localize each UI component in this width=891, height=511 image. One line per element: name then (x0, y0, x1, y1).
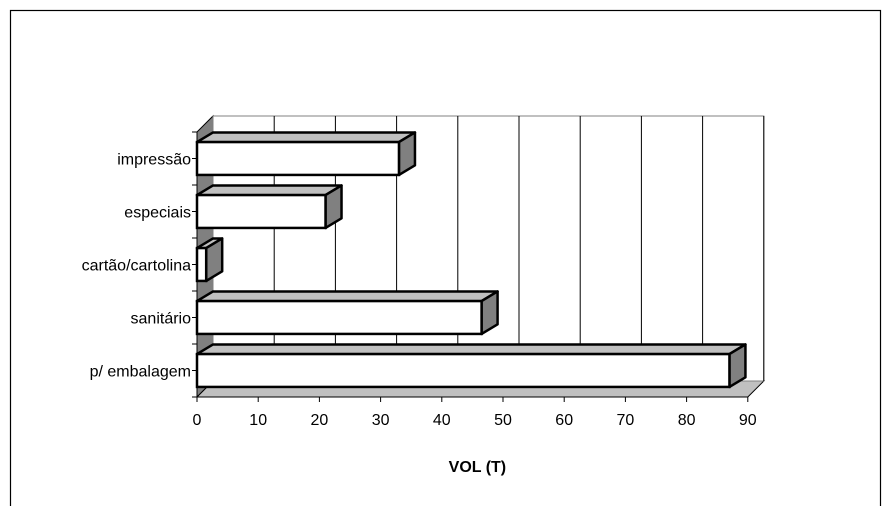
y-tick-label: especiais (124, 205, 191, 222)
x-tick-label: 30 (372, 412, 390, 429)
y-tick-label: cartão/cartolina (82, 258, 191, 275)
x-tick-label: 80 (678, 412, 696, 429)
x-tick-label: 90 (739, 412, 757, 429)
x-axis-title: VOL (T) (449, 459, 506, 476)
x-tick-label: 60 (555, 412, 573, 429)
x-tick-label: 40 (433, 412, 451, 429)
x-tick-label: 0 (193, 412, 202, 429)
bar (195, 352, 731, 389)
y-tick-label: impressão (117, 152, 191, 169)
bar (195, 140, 401, 177)
y-tick-label: p/ embalagem (90, 364, 191, 381)
bar-top (195, 184, 343, 197)
y-tick-label: sanitário (131, 311, 192, 328)
bar-top (195, 290, 499, 303)
bar (195, 246, 208, 283)
bar (195, 193, 327, 230)
bar-top (195, 131, 417, 144)
bar-top (195, 343, 747, 356)
x-tick-label: 70 (617, 412, 635, 429)
x-tick-label: 50 (494, 412, 512, 429)
x-tick-label: 20 (311, 412, 329, 429)
x-tick-label: 10 (249, 412, 267, 429)
bar (195, 299, 483, 336)
